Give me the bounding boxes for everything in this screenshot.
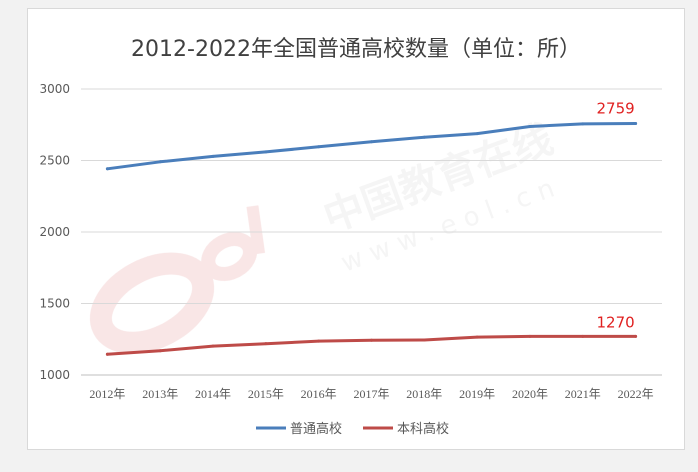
legend-label: 本科高校 [397, 421, 449, 437]
data-label: 2759 [596, 99, 634, 117]
y-tick-label: 2500 [39, 154, 70, 168]
y-axis: 1000 1500 2000 2500 3000 [39, 82, 70, 382]
data-point [475, 335, 479, 339]
data-point [528, 124, 532, 128]
data-point [317, 145, 321, 149]
data-point [158, 160, 162, 164]
x-tick-label: 2016年 [301, 387, 337, 401]
watermark: 中国教育在线 w w w . e o l . c n [89, 116, 559, 354]
data-point [105, 167, 109, 171]
data-point [581, 334, 585, 338]
legend: 普通高校 本科高校 [256, 421, 449, 437]
data-point [370, 140, 373, 144]
data-labels: 2759 1270 [596, 99, 634, 331]
x-tick-label: 2020年 [512, 387, 548, 401]
data-point [634, 334, 638, 338]
data-point [211, 344, 215, 348]
x-tick-label: 2015年 [248, 387, 284, 401]
data-point [158, 349, 162, 353]
eol-logo [89, 205, 266, 354]
data-point [264, 150, 268, 154]
y-tick-label: 1000 [39, 368, 70, 382]
data-point [317, 339, 321, 343]
legend-label: 普通高校 [290, 421, 342, 437]
series-line [105, 122, 638, 171]
x-tick-label: 2019年 [459, 387, 495, 401]
x-tick-label: 2014年 [195, 387, 231, 401]
data-point [105, 352, 109, 356]
data-point [211, 154, 215, 158]
chart-card: 2012-2022年全国普通高校数量（单位：所） [27, 8, 685, 450]
chart-title: 2012-2022年全国普通高校数量（单位：所） [131, 37, 581, 62]
data-point [475, 132, 479, 136]
y-tick-label: 3000 [39, 82, 70, 96]
data-point [370, 338, 373, 342]
x-tick-label: 2017年 [353, 387, 389, 401]
data-point [422, 338, 426, 342]
data-point [581, 122, 585, 126]
y-tick-label: 2000 [39, 225, 70, 239]
series-lines [105, 121, 638, 356]
data-point [264, 342, 268, 346]
x-tick-label: 2021年 [565, 387, 601, 401]
x-tick-label: 2012年 [89, 387, 125, 401]
data-point [634, 121, 638, 125]
x-tick-label: 2022年 [618, 387, 654, 401]
data-point [528, 334, 532, 338]
x-tick-label: 2018年 [406, 387, 442, 401]
data-label: 1270 [596, 313, 634, 331]
y-tick-label: 1500 [39, 297, 70, 311]
data-point [422, 135, 426, 139]
x-axis: 2012年 2013年 2014年 2015年 2016年 2017年 2018年 2019年… [89, 387, 653, 401]
x-tick-label: 2013年 [142, 387, 178, 401]
